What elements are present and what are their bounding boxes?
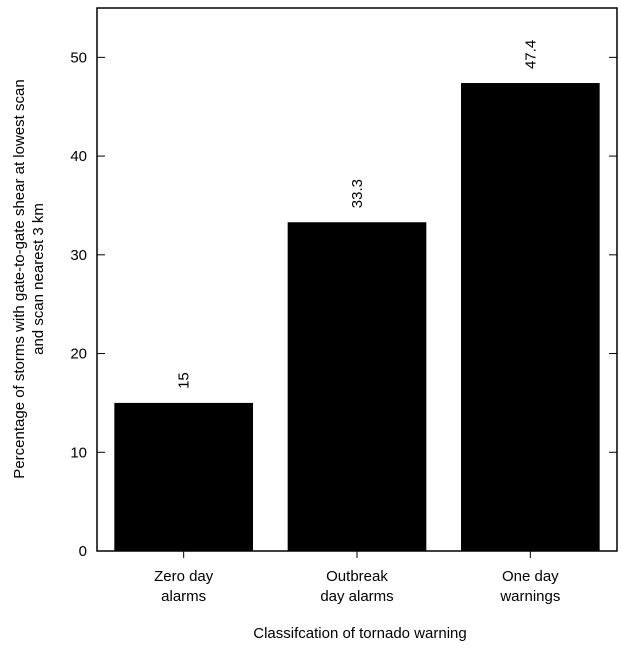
data-label: 15 — [176, 372, 193, 389]
data-label: 47.4 — [522, 40, 539, 69]
bar — [114, 402, 253, 551]
y-axis-title-line-2: and scan nearest 3 km — [30, 203, 47, 355]
bar — [461, 83, 600, 552]
bar — [287, 222, 427, 552]
data-label: 33.3 — [349, 179, 366, 208]
y-tick-label: 40 — [70, 148, 87, 165]
y-tick-label: 10 — [70, 444, 87, 461]
category-label: One day — [502, 568, 559, 585]
y-tick-label: 0 — [79, 543, 87, 560]
y-tick-label: 50 — [70, 49, 87, 66]
data-labels: 15 33.3 47.4 — [176, 40, 540, 389]
category-label: warnings — [499, 588, 560, 605]
y-axis: 0 10 20 30 40 50 — [70, 49, 617, 560]
x-axis-title: Classifcation of tornado warning — [253, 625, 466, 642]
y-tick-label: 20 — [70, 346, 87, 363]
category-label: Zero day — [154, 568, 214, 585]
y-tick-label: 30 — [70, 247, 87, 264]
y-axis-title-line-1: Percentage of storms with gate-to-gate s… — [11, 79, 28, 478]
category-label: Outbreak — [326, 568, 388, 585]
category-label: alarms — [161, 588, 206, 605]
bars — [114, 83, 600, 552]
category-labels: Zero day alarms Outbreak day alarms One day w… — [154, 568, 560, 605]
category-label: day alarms — [320, 588, 393, 605]
x-axis — [183, 551, 531, 558]
y-axis-title: Percentage of storms with gate-to-gate s… — [11, 79, 47, 478]
